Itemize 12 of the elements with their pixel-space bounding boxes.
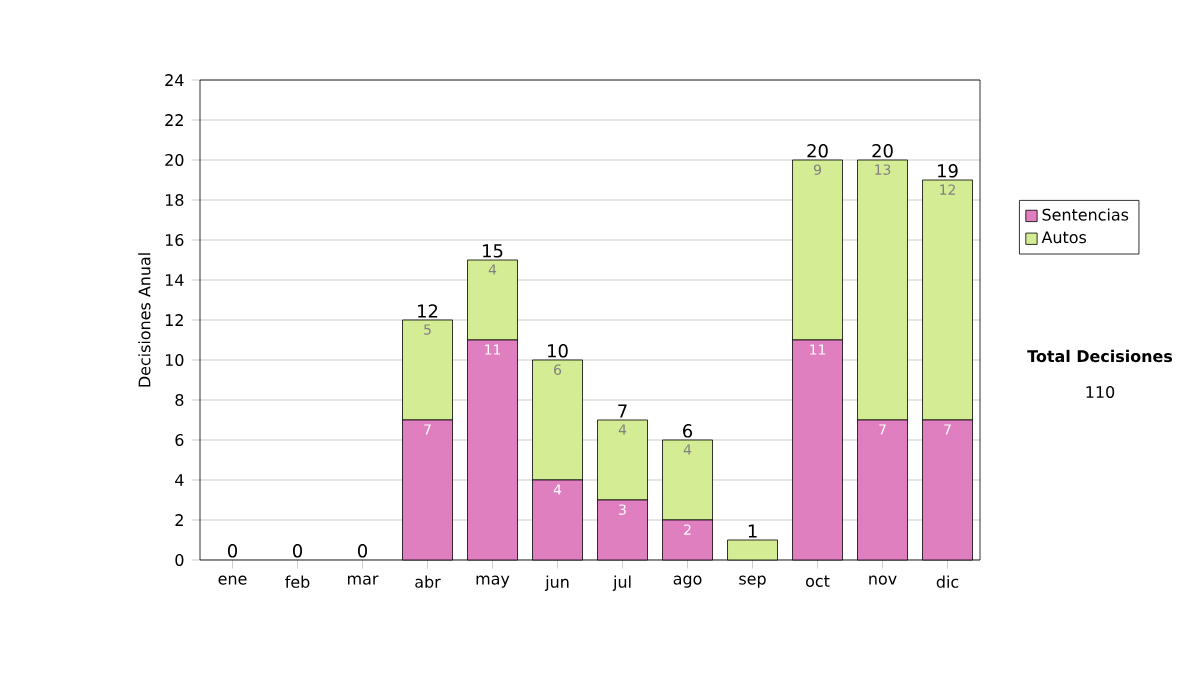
- total-label: 19: [938, 164, 958, 178]
- total-label: 6: [683, 424, 693, 438]
- total-label: 0: [228, 544, 238, 558]
- total-label: 1: [748, 524, 757, 538]
- total-label: 12: [418, 304, 438, 318]
- total-label: 7: [618, 404, 627, 418]
- total-label: 20: [872, 144, 893, 158]
- total-label: 15: [483, 244, 503, 258]
- total-label: 20: [807, 144, 828, 158]
- total-label: 0: [293, 544, 303, 558]
- total-label: 0: [358, 544, 368, 558]
- total-label: 10: [548, 344, 568, 358]
